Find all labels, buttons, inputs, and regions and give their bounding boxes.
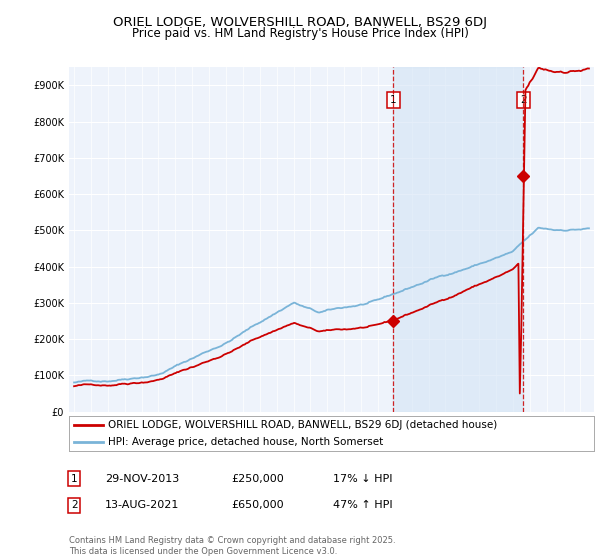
- Text: 47% ↑ HPI: 47% ↑ HPI: [333, 500, 392, 510]
- Bar: [393, 67, 523, 412]
- Text: 1: 1: [390, 95, 397, 105]
- Text: Contains HM Land Registry data © Crown copyright and database right 2025.
This d: Contains HM Land Registry data © Crown c…: [69, 536, 395, 556]
- Text: ORIEL LODGE, WOLVERSHILL ROAD, BANWELL, BS29 6DJ: ORIEL LODGE, WOLVERSHILL ROAD, BANWELL, …: [113, 16, 487, 29]
- Text: 2: 2: [71, 500, 77, 510]
- Text: 2: 2: [520, 95, 527, 105]
- Text: Price paid vs. HM Land Registry's House Price Index (HPI): Price paid vs. HM Land Registry's House …: [131, 27, 469, 40]
- Text: £650,000: £650,000: [231, 500, 284, 510]
- Text: 13-AUG-2021: 13-AUG-2021: [105, 500, 179, 510]
- Text: 29-NOV-2013: 29-NOV-2013: [105, 474, 179, 484]
- Text: HPI: Average price, detached house, North Somerset: HPI: Average price, detached house, Nort…: [109, 437, 383, 447]
- Text: 1: 1: [71, 474, 77, 484]
- Text: 17% ↓ HPI: 17% ↓ HPI: [333, 474, 392, 484]
- Text: £250,000: £250,000: [231, 474, 284, 484]
- Text: ORIEL LODGE, WOLVERSHILL ROAD, BANWELL, BS29 6DJ (detached house): ORIEL LODGE, WOLVERSHILL ROAD, BANWELL, …: [109, 420, 497, 430]
